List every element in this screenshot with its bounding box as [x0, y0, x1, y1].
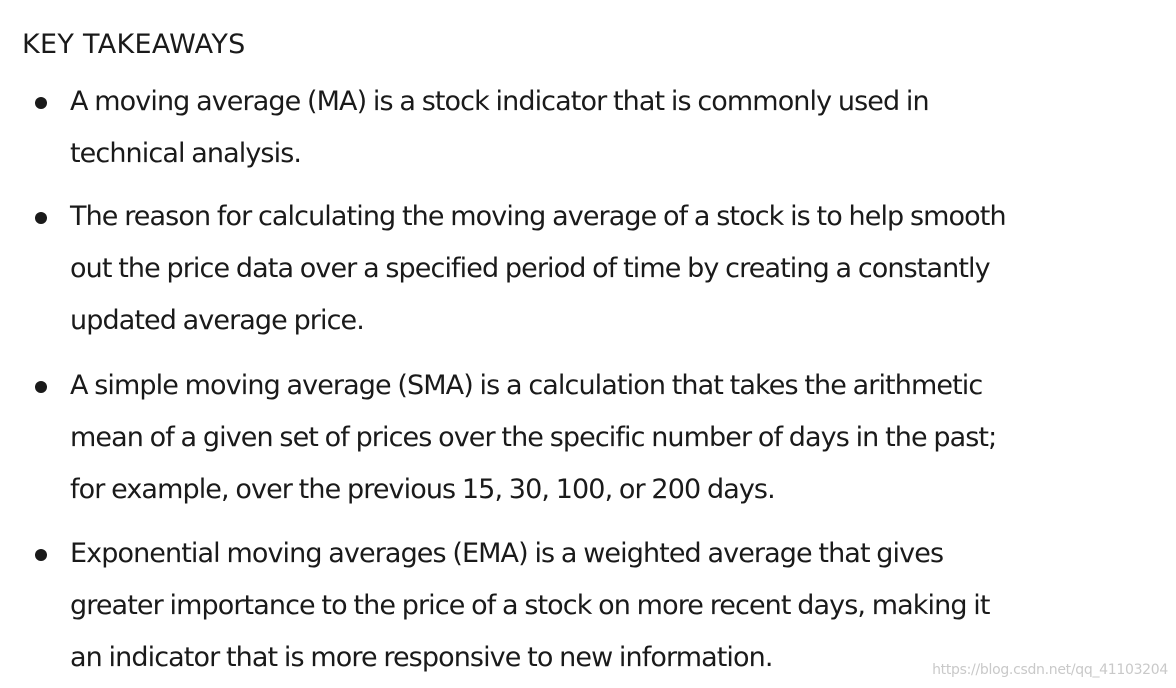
- watermark-text: https://blog.csdn.net/qq_41103204: [932, 662, 1168, 678]
- text-line: A moving average (MA) is a stock indicat…: [70, 86, 930, 117]
- list-item-text: The reason for calculating the moving av…: [70, 191, 1166, 347]
- bullet-icon: [35, 549, 47, 561]
- text-line: technical analysis.: [70, 138, 302, 169]
- bullet-icon: [35, 97, 47, 109]
- list-item-text: A moving average (MA) is a stock indicat…: [70, 76, 1166, 180]
- text-line: updated average price.: [70, 305, 365, 336]
- bullet-icon: [35, 212, 47, 224]
- text-line: greater importance to the price of a sto…: [70, 590, 990, 621]
- list-item-text: Exponential moving averages (EMA) is a w…: [70, 528, 1166, 684]
- text-line: Exponential moving averages (EMA) is a w…: [70, 538, 944, 569]
- text-line: A simple moving average (SMA) is a calcu…: [70, 370, 983, 401]
- text-line: The reason for calculating the moving av…: [70, 201, 1007, 232]
- section-heading: KEY TAKEAWAYS: [22, 29, 246, 60]
- text-line: an indicator that is more responsive to …: [70, 642, 773, 673]
- list-item-text: A simple moving average (SMA) is a calcu…: [70, 360, 1166, 516]
- text-line: for example, over the previous 15, 30, 1…: [70, 474, 776, 505]
- bullet-icon: [35, 381, 47, 393]
- text-line: mean of a given set of prices over the s…: [70, 422, 997, 453]
- text-line: out the price data over a specified peri…: [70, 253, 991, 284]
